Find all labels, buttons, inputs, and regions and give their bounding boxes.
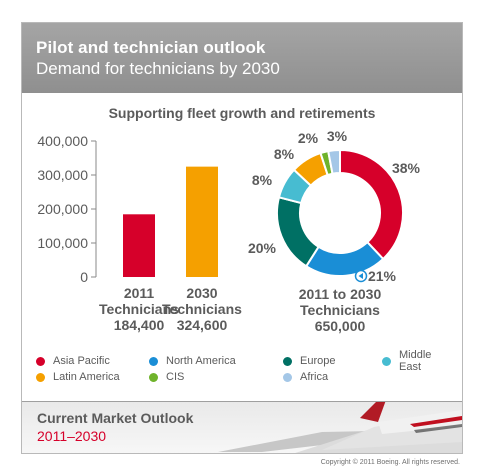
donut-slice-africa [327, 148, 341, 175]
legend-item: Latin America [36, 370, 120, 384]
legend-swatch-icon [283, 356, 292, 366]
bar-category-year: 2011 [124, 285, 155, 301]
legend-item: Middle East [382, 349, 456, 373]
legend-label: Middle East [399, 349, 432, 373]
header-banner: Pilot and technician outlook Demand for … [22, 23, 462, 93]
y-tick-label: 200,000 [37, 201, 88, 217]
legend: Asia Pacific North America Europe Middle Ea… [36, 349, 456, 388]
donut-slice-label: 8% [274, 146, 295, 162]
legend-swatch-icon [382, 356, 391, 366]
legend-label: CIS [166, 371, 185, 383]
donut-slice-label: 21% [368, 268, 397, 284]
legend-swatch-icon [283, 372, 292, 382]
y-tick-label: 0 [80, 269, 88, 285]
legend-swatch-icon [149, 372, 158, 382]
y-tick-label: 300,000 [37, 167, 88, 183]
footer-title: Current Market Outlook [37, 410, 194, 426]
bar-category-label: Technicians [99, 301, 179, 317]
legend-label: Europe [300, 355, 336, 367]
legend-item: North America [149, 354, 236, 368]
bar-category-year: 2030 [186, 285, 217, 301]
bar-category-label: Technicians [162, 301, 242, 317]
legend-swatch-icon [36, 356, 45, 366]
bar-value-label: 184,400 [114, 317, 165, 333]
footer-banner: Current Market Outlook 2011–2030 [22, 401, 462, 453]
bar-value-label: 324,600 [177, 317, 228, 333]
page-subtitle: Demand for technicians by 2030 [36, 59, 280, 78]
airplane-graphic [218, 402, 462, 453]
donut-total-label: 2011 to 2030 [299, 286, 382, 302]
charts-area: 0100,000200,000300,000400,0002011Technic… [37, 128, 421, 334]
bar-2011 [123, 214, 155, 277]
legend-label: North America [166, 355, 236, 367]
legend-swatch-icon [36, 372, 45, 382]
donut-slice-europe [276, 196, 320, 268]
y-tick-label: 400,000 [37, 133, 88, 149]
legend-label: Asia Pacific [53, 355, 110, 367]
chart-title: Supporting fleet growth and retirements [108, 105, 376, 121]
page-title: Pilot and technician outlook [36, 38, 266, 57]
pointer-arrow-icon [358, 273, 363, 279]
donut-slice-label: 8% [252, 172, 273, 188]
outlook-card: Pilot and technician outlook Demand for … [21, 22, 463, 454]
donut-slice-label: 2% [298, 130, 319, 146]
legend-label: Latin America [53, 371, 120, 383]
donut-slice-label: 20% [248, 240, 277, 256]
legend-swatch-icon [149, 356, 158, 366]
legend-item: Africa [283, 370, 328, 384]
legend-item: Europe [283, 354, 335, 368]
donut-slice-label: 38% [392, 160, 421, 176]
footer-years: 2011–2030 [37, 428, 107, 444]
donut-slice-label: 3% [327, 128, 348, 144]
bar-2030 [186, 166, 218, 277]
copyright-notice: Copyright © 2011 Boeing. All rights rese… [320, 459, 460, 466]
y-tick-label: 100,000 [37, 235, 88, 251]
donut-total-label: Technicians [300, 302, 380, 318]
donut-total-label: 650,000 [315, 318, 366, 334]
legend-label: Africa [300, 371, 329, 383]
legend-item: CIS [149, 370, 184, 384]
legend-item: Asia Pacific [36, 354, 110, 368]
